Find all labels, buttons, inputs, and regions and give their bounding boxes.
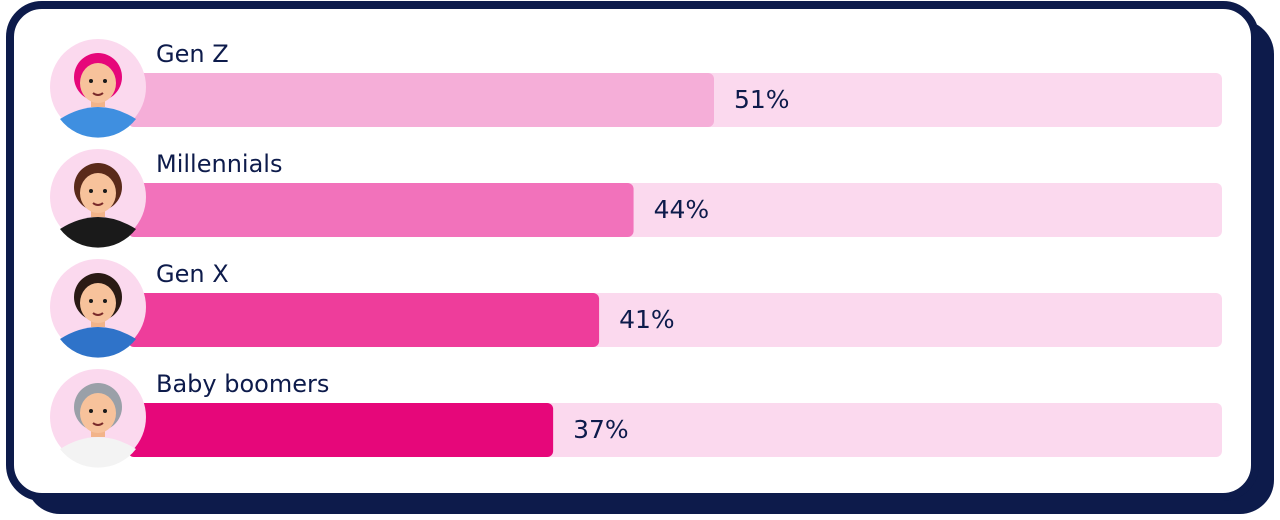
category-label: Millennials	[156, 150, 282, 178]
avatar-face	[80, 173, 116, 213]
avatar-face	[80, 63, 116, 103]
category-label: Baby boomers	[156, 370, 329, 398]
avatar-mouth	[92, 422, 104, 426]
bar	[128, 183, 634, 237]
avatar-body	[60, 107, 136, 138]
avatar-eye	[89, 299, 93, 303]
avatar-eye	[89, 79, 93, 83]
avatar-eye	[103, 79, 107, 83]
rows: 51% Gen Z 44% Millennials 41% Gen X 37% Baby bo…	[50, 39, 1222, 468]
avatar-eye	[89, 409, 93, 413]
avatar	[50, 149, 146, 248]
card	[6, 1, 1259, 501]
avatar-face	[80, 283, 116, 323]
value-label: 51%	[734, 85, 790, 114]
value-label: 37%	[573, 415, 629, 444]
bar	[128, 73, 714, 127]
avatar	[50, 369, 146, 468]
avatar-body	[60, 327, 136, 358]
avatar-mouth	[92, 92, 104, 96]
avatar-mouth	[92, 202, 104, 206]
avatar-eye	[103, 409, 107, 413]
avatar-face	[80, 393, 116, 433]
value-label: 44%	[654, 195, 710, 224]
category-label: Gen X	[156, 260, 229, 288]
avatar	[50, 39, 146, 138]
avatar-eye	[89, 189, 93, 193]
category-label: Gen Z	[156, 40, 229, 68]
value-label: 41%	[619, 305, 675, 334]
bar	[128, 403, 554, 457]
avatar-eye	[103, 189, 107, 193]
avatar	[50, 259, 146, 358]
avatar-body	[60, 217, 136, 248]
avatar-body	[60, 437, 136, 468]
avatar-eye	[103, 299, 107, 303]
avatar-mouth	[92, 312, 104, 316]
bar	[128, 293, 600, 347]
